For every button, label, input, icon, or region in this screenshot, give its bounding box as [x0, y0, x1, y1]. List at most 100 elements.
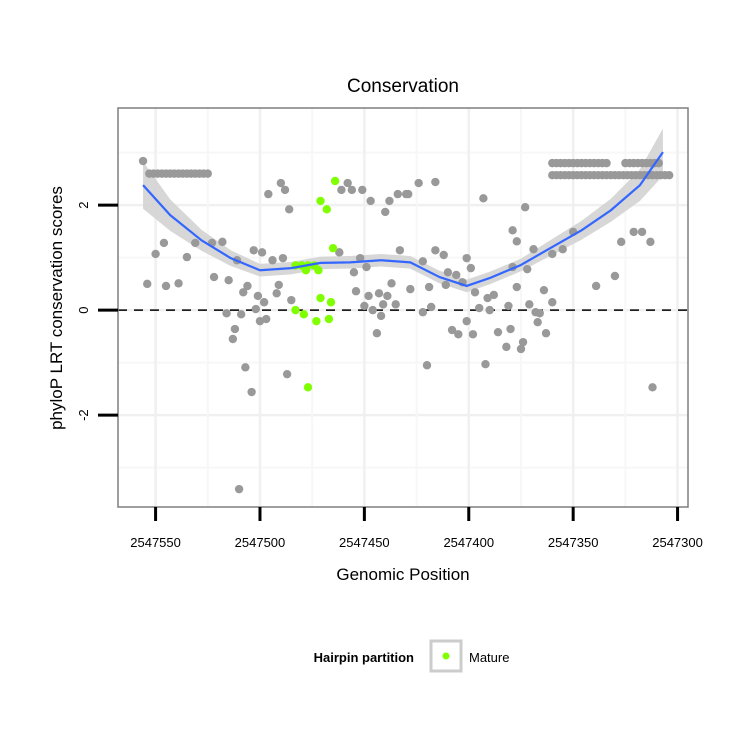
data-point-other — [364, 291, 373, 301]
data-point-other — [385, 196, 394, 206]
data-point-other — [262, 314, 271, 324]
data-point-other — [508, 226, 517, 235]
data-point-other — [209, 272, 219, 282]
data-point-other — [535, 309, 544, 318]
data-point-other — [222, 309, 231, 318]
data-point-other — [349, 268, 359, 277]
data-point-other — [602, 158, 611, 168]
data-point-other — [548, 298, 557, 307]
data-point-other — [355, 253, 365, 263]
data-point-other — [468, 330, 478, 339]
data-point-other — [431, 246, 440, 255]
data-point-other — [161, 281, 171, 291]
data-point-other — [274, 280, 283, 290]
y-tick-label: 0 — [76, 307, 91, 314]
data-point-other — [404, 189, 413, 199]
data-point-other — [548, 249, 557, 259]
data-point-other — [523, 264, 532, 274]
data-point-other — [278, 253, 288, 263]
data-point-other — [218, 237, 227, 247]
data-point-other — [481, 360, 490, 369]
legend: Hairpin partition Mature — [314, 639, 509, 673]
data-point-other — [138, 156, 148, 166]
data-point-other — [282, 369, 292, 379]
data-point-other — [287, 295, 296, 305]
x-tick-label: 2547550 — [130, 535, 181, 550]
legend-entry-mature: Mature — [469, 650, 509, 665]
data-point-other — [489, 290, 499, 300]
data-point-other — [366, 196, 375, 206]
data-point-other — [376, 311, 386, 321]
data-point-other — [424, 282, 434, 292]
data-point-other — [383, 291, 392, 301]
chart-title: Conservation — [347, 76, 459, 97]
data-point-other — [475, 303, 484, 313]
data-point-other — [512, 282, 521, 292]
data-point-other — [462, 253, 471, 263]
y-tick-label: 2 — [76, 202, 91, 209]
data-point-other — [479, 194, 488, 203]
data-point-mature — [316, 196, 325, 206]
data-point-other — [337, 185, 346, 195]
data-point-other — [159, 238, 169, 248]
data-point-other — [470, 288, 480, 297]
data-point-other — [529, 245, 538, 254]
x-tick-label: 2547400 — [443, 535, 494, 550]
data-point-other — [518, 337, 528, 347]
data-point-other — [591, 281, 601, 291]
data-point-other — [191, 238, 200, 248]
data-point-other — [259, 298, 269, 307]
data-point-other — [493, 327, 503, 337]
data-point-other — [539, 285, 549, 295]
data-point-mature — [330, 176, 340, 186]
data-point-other — [406, 284, 415, 294]
data-point-other — [264, 189, 273, 199]
data-point-mature — [291, 305, 300, 315]
data-point-other — [418, 308, 428, 317]
axes: 2547550 2547500 2547450 2547400 2547350 25473… — [76, 202, 703, 550]
data-point-other — [431, 177, 440, 187]
x-tick-label: 2547500 — [235, 535, 286, 550]
data-point-other — [558, 245, 567, 254]
data-point-other — [443, 268, 453, 277]
data-point-other — [541, 329, 551, 338]
data-point-other — [368, 305, 377, 315]
data-point-other — [483, 293, 492, 303]
legend-key-box — [429, 639, 463, 673]
data-point-mature — [314, 266, 323, 275]
data-point-other — [362, 262, 371, 272]
data-point-other — [646, 237, 655, 247]
data-point-other — [387, 279, 396, 288]
data-point-other — [272, 289, 281, 298]
data-point-other — [230, 324, 240, 334]
points-group — [138, 156, 674, 494]
y-axis-label: phyloP LRT conservation scores — [47, 186, 66, 430]
data-point-other — [335, 248, 344, 257]
data-point-other — [257, 248, 267, 257]
data-point-other — [452, 270, 461, 280]
data-point-other — [351, 287, 361, 296]
data-point-other — [512, 237, 521, 246]
data-point-other — [276, 178, 286, 188]
data-point-other — [358, 185, 367, 195]
data-point-other — [485, 305, 494, 315]
data-point-mature — [299, 310, 309, 319]
data-point-other — [391, 300, 400, 309]
data-point-other — [151, 249, 160, 259]
data-point-other — [516, 344, 526, 354]
legend-key-mature-icon — [442, 652, 450, 660]
data-point-other — [447, 325, 457, 335]
data-point-other — [414, 178, 423, 188]
data-point-other — [228, 334, 238, 344]
data-point-other — [395, 246, 405, 255]
legend-title: Hairpin partition — [314, 650, 414, 665]
data-point-mature — [328, 243, 338, 253]
data-point-other — [378, 300, 388, 309]
data-point-other — [280, 185, 290, 195]
data-point-other — [343, 178, 352, 188]
data-point-other — [234, 484, 244, 494]
data-point-other — [236, 310, 246, 319]
data-point-other — [466, 263, 476, 273]
